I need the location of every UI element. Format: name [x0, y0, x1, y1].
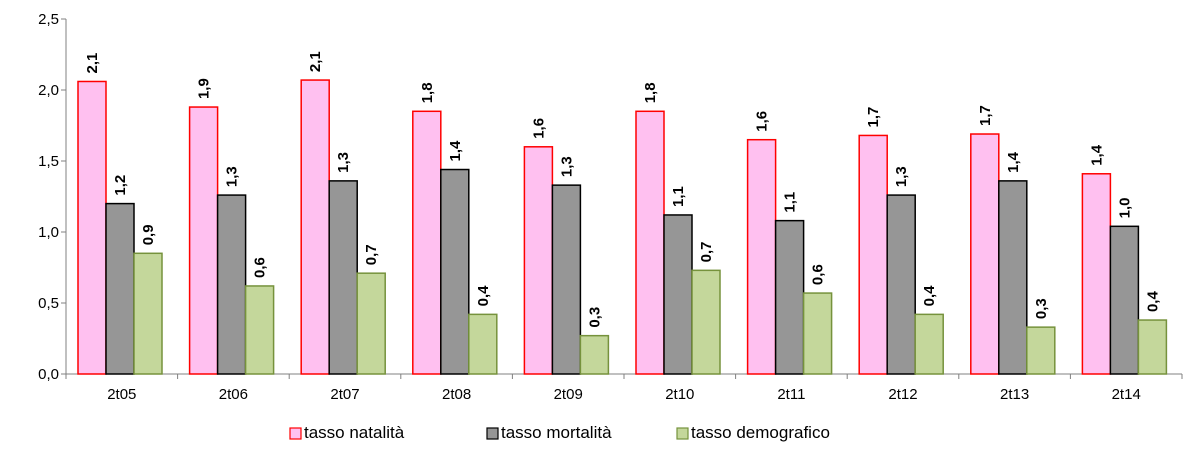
bar: [216, 194, 247, 375]
bar: [663, 214, 693, 375]
bar: [440, 168, 470, 375]
data-label: 1,4: [1088, 144, 1105, 166]
data-label: 1,3: [558, 156, 575, 177]
data-label: 0,6: [252, 257, 269, 278]
legend-label: tasso natalità: [304, 423, 405, 442]
bar: [886, 194, 916, 375]
bar: [1109, 225, 1140, 375]
bar: [356, 272, 386, 375]
y-tick-label: 0,5: [38, 295, 59, 312]
data-label: 1,4: [1005, 151, 1022, 173]
data-labels: 2,1 1,2 0,9 1,9 1,3 0,6 2,1 1,3 0,7 1,8 1,4 0,4 1,6 1…: [84, 51, 1161, 327]
x-tick-label: 2t08: [442, 386, 471, 403]
x-tick-label: 2t07: [330, 386, 359, 403]
x-tick-label: 2t14: [1112, 386, 1141, 403]
y-tick-label: 1,5: [38, 153, 59, 170]
data-label: 1,3: [893, 166, 910, 187]
bar: [328, 180, 358, 375]
data-label: 2,1: [307, 51, 324, 72]
bar: [300, 79, 330, 375]
x-tick-label: 2t10: [665, 386, 694, 403]
data-label: 1,4: [447, 140, 464, 162]
bar: [998, 180, 1028, 375]
bars: [77, 79, 1168, 375]
legend: tasso natalità tasso mortalità tasso demog…: [289, 423, 830, 442]
data-label: 1,8: [419, 82, 436, 103]
data-label: 1,8: [642, 82, 659, 103]
bar: [133, 252, 163, 375]
x-tick-label: 2t05: [107, 386, 136, 403]
data-label: 1,6: [530, 118, 547, 139]
data-label: 1,0: [1116, 197, 1133, 218]
legend-label: tasso demografico: [691, 423, 830, 442]
bar: [746, 138, 777, 375]
data-label: 0,9: [140, 224, 157, 245]
bar: [1081, 173, 1112, 375]
x-tick-label: 2t06: [219, 386, 248, 403]
data-label: 0,3: [1033, 298, 1050, 319]
bar: [244, 285, 275, 375]
data-label: 1,1: [782, 192, 799, 213]
legend-swatch: [289, 427, 302, 440]
bar: [970, 133, 1000, 375]
y-tick-label: 1,0: [38, 224, 59, 241]
data-label: 1,6: [754, 111, 771, 132]
x-tick-label: 2t12: [888, 386, 917, 403]
data-label: 1,3: [335, 152, 352, 173]
bar: [1026, 326, 1056, 375]
bar: [774, 219, 805, 375]
bar: [635, 110, 665, 375]
x-tick-label: 2t09: [554, 386, 583, 403]
data-label: 0,4: [1144, 291, 1161, 313]
y-tick-label: 2,0: [38, 82, 59, 99]
legend-swatch: [676, 427, 689, 440]
legend-swatch: [486, 427, 499, 440]
data-label: 1,7: [865, 107, 882, 128]
data-label: 0,7: [363, 244, 380, 265]
data-label: 0,7: [698, 241, 715, 262]
data-label: 0,6: [810, 264, 827, 285]
data-label: 1,1: [670, 186, 687, 207]
bar: [1137, 319, 1168, 375]
data-label: 0,3: [586, 307, 603, 328]
bar: [468, 313, 498, 375]
data-label: 2,1: [84, 53, 101, 74]
data-label: 1,3: [224, 166, 241, 187]
bar: [188, 106, 219, 375]
y-tick-label: 0,0: [38, 366, 59, 383]
x-tick-label: 2t13: [1000, 386, 1029, 403]
bar: [105, 202, 135, 375]
data-label: 1,2: [112, 175, 129, 196]
data-label: 0,4: [475, 285, 492, 307]
y-axis: 0,0 0,5 1,0 1,5 2,0 2,5: [38, 11, 67, 383]
data-label: 0,4: [921, 285, 938, 307]
data-label: 1,7: [977, 105, 994, 126]
y-tick-label: 2,5: [38, 11, 59, 28]
bar: [77, 80, 107, 375]
x-axis: 2t05 2t06 2t07 2t08 2t09 2t10 2t11 2t12 2t13 2t14: [65, 373, 1183, 403]
legend-label: tasso mortalità: [501, 423, 612, 442]
bar: [523, 146, 554, 375]
x-tick-label: 2t11: [777, 386, 805, 403]
bar: [579, 334, 610, 375]
bar: [858, 134, 888, 375]
data-label: 1,9: [196, 78, 213, 99]
bar: [802, 292, 833, 375]
bar: [914, 313, 944, 375]
bar: [691, 269, 721, 375]
bar: [551, 184, 582, 375]
bar: [412, 110, 442, 375]
